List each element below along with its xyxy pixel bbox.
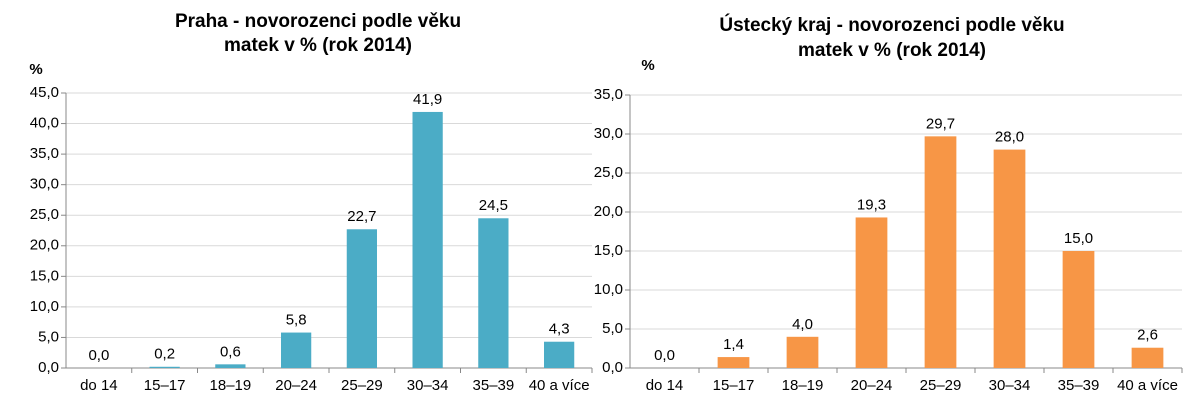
- y-tick-label: 30,0: [594, 125, 623, 142]
- bar: [786, 336, 819, 368]
- data-label: 0,2: [154, 346, 175, 363]
- data-label: 29,7: [926, 115, 955, 132]
- data-label: 19,3: [857, 196, 886, 213]
- bar: [478, 218, 509, 368]
- x-tick-label: 35–39: [473, 377, 515, 394]
- y-tick-label: 35,0: [594, 86, 623, 103]
- x-tick-label: 25–29: [341, 377, 383, 394]
- bar: [544, 341, 575, 368]
- x-tick-label: 18–19: [210, 377, 252, 394]
- y-tick-label: 40,0: [30, 115, 59, 132]
- y-tick-label: 5,0: [38, 328, 59, 345]
- data-label: 15,0: [1064, 230, 1093, 247]
- y-tick-label: 10,0: [30, 298, 59, 315]
- x-tick-label: do 14: [80, 377, 118, 394]
- data-label: 5,8: [286, 312, 307, 329]
- x-tick-label: 40 a více: [1117, 377, 1178, 394]
- x-tick-label: do 14: [646, 377, 684, 394]
- data-label: 1,4: [723, 336, 744, 353]
- x-tick-label: 15–17: [713, 377, 755, 394]
- y-tick-label: 5,0: [602, 320, 623, 337]
- data-label: 2,6: [1137, 327, 1158, 344]
- chart-title: Ústecký kraj - novorozenci podle věku: [719, 14, 1064, 36]
- x-tick-label: 20–24: [851, 377, 893, 394]
- y-tick-label: 0,0: [38, 359, 59, 376]
- x-tick-label: 40 a více: [529, 377, 590, 394]
- y-tick-label: 30,0: [30, 176, 59, 193]
- y-tick-label: 20,0: [594, 203, 623, 220]
- x-tick-label: 20–24: [275, 377, 317, 394]
- bar: [717, 357, 750, 368]
- bar: [149, 366, 180, 368]
- y-axis-label: %: [29, 61, 42, 78]
- bar: [215, 364, 246, 368]
- y-tick-label: 15,0: [30, 267, 59, 284]
- y-tick-label: 25,0: [30, 206, 59, 223]
- y-tick-label: 15,0: [594, 242, 623, 259]
- y-tick-label: 10,0: [594, 281, 623, 298]
- data-label: 4,3: [549, 321, 570, 338]
- y-tick-label: 35,0: [30, 145, 59, 162]
- bar: [346, 229, 377, 368]
- x-tick-label: 35–39: [1058, 377, 1100, 394]
- data-label: 4,0: [792, 316, 813, 333]
- y-tick-label: 20,0: [30, 237, 59, 254]
- x-tick-label: 18–19: [782, 377, 824, 394]
- y-tick-label: 45,0: [30, 84, 59, 101]
- data-label: 0,6: [220, 343, 241, 360]
- bar: [412, 111, 443, 368]
- bar: [993, 149, 1026, 368]
- data-label: 0,0: [88, 347, 109, 364]
- bar: [1131, 347, 1164, 368]
- bar: [281, 332, 312, 368]
- chart-title: matek v % (rok 2014): [224, 35, 412, 56]
- bar: [855, 217, 888, 368]
- y-tick-label: 25,0: [594, 164, 623, 181]
- x-tick-label: 25–29: [920, 377, 962, 394]
- y-axis-label: %: [641, 57, 654, 74]
- y-tick-label: 0,0: [602, 359, 623, 376]
- bar: [924, 136, 957, 368]
- bar: [1062, 251, 1095, 368]
- x-tick-label: 30–34: [407, 377, 449, 394]
- x-tick-label: 15–17: [144, 377, 186, 394]
- data-label: 22,7: [347, 208, 376, 225]
- chart-title: matek v % (rok 2014): [798, 40, 986, 61]
- data-label: 24,5: [479, 197, 508, 214]
- x-tick-label: 30–34: [989, 377, 1031, 394]
- data-label: 28,0: [995, 129, 1024, 146]
- data-label: 0,0: [654, 347, 675, 364]
- data-label: 41,9: [413, 91, 442, 108]
- chart-title: Praha - novorozenci podle věku: [175, 11, 461, 32]
